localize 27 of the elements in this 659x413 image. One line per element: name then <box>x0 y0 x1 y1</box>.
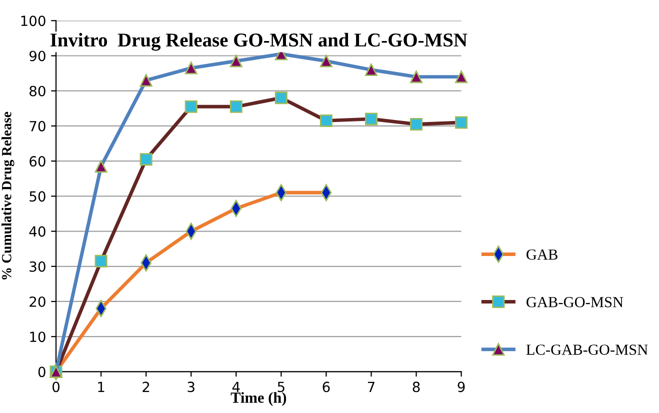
y-tick-label: 30 <box>30 261 46 272</box>
y-tick-label: 0 <box>38 366 46 378</box>
y-tick-label: 100 <box>21 16 46 26</box>
legend-label: GAB-GO-MSN <box>526 297 624 308</box>
y-tick-label: 20 <box>30 296 46 307</box>
y-tick-label: 80 <box>30 86 46 96</box>
x-tick-label: 7 <box>368 382 374 392</box>
y-tick-label: 60 <box>30 156 46 167</box>
x-tick-label: 1 <box>98 382 104 392</box>
x-tick-label: 9 <box>458 382 465 392</box>
y-tick-label: 50 <box>30 191 46 202</box>
y-tick-label: 40 <box>29 226 46 237</box>
legend-label: LC-GAB-GO-MSN <box>526 344 648 355</box>
y-axis-title: % Cumulative Drug Release <box>2 112 14 280</box>
x-tick-label: 3 <box>188 382 194 392</box>
x-tick-label: 8 <box>412 382 420 392</box>
x-tick-label: 5 <box>278 382 284 392</box>
y-tick-label: 70 <box>30 120 46 132</box>
y-tick-label: 10 <box>30 332 46 342</box>
x-tick-label: 6 <box>322 382 330 392</box>
x-tick-label: 2 <box>142 382 150 392</box>
legend-label: GAB <box>526 249 558 260</box>
text: Invitro Drug Release GO-MSN and LC-GO-MSN <box>50 32 468 51</box>
x-tick-label: 4 <box>232 382 240 392</box>
y-tick-label: 90 <box>29 50 46 62</box>
x-tick-label: 0 <box>52 382 60 392</box>
x-axis-title: Time (h) <box>230 392 286 406</box>
